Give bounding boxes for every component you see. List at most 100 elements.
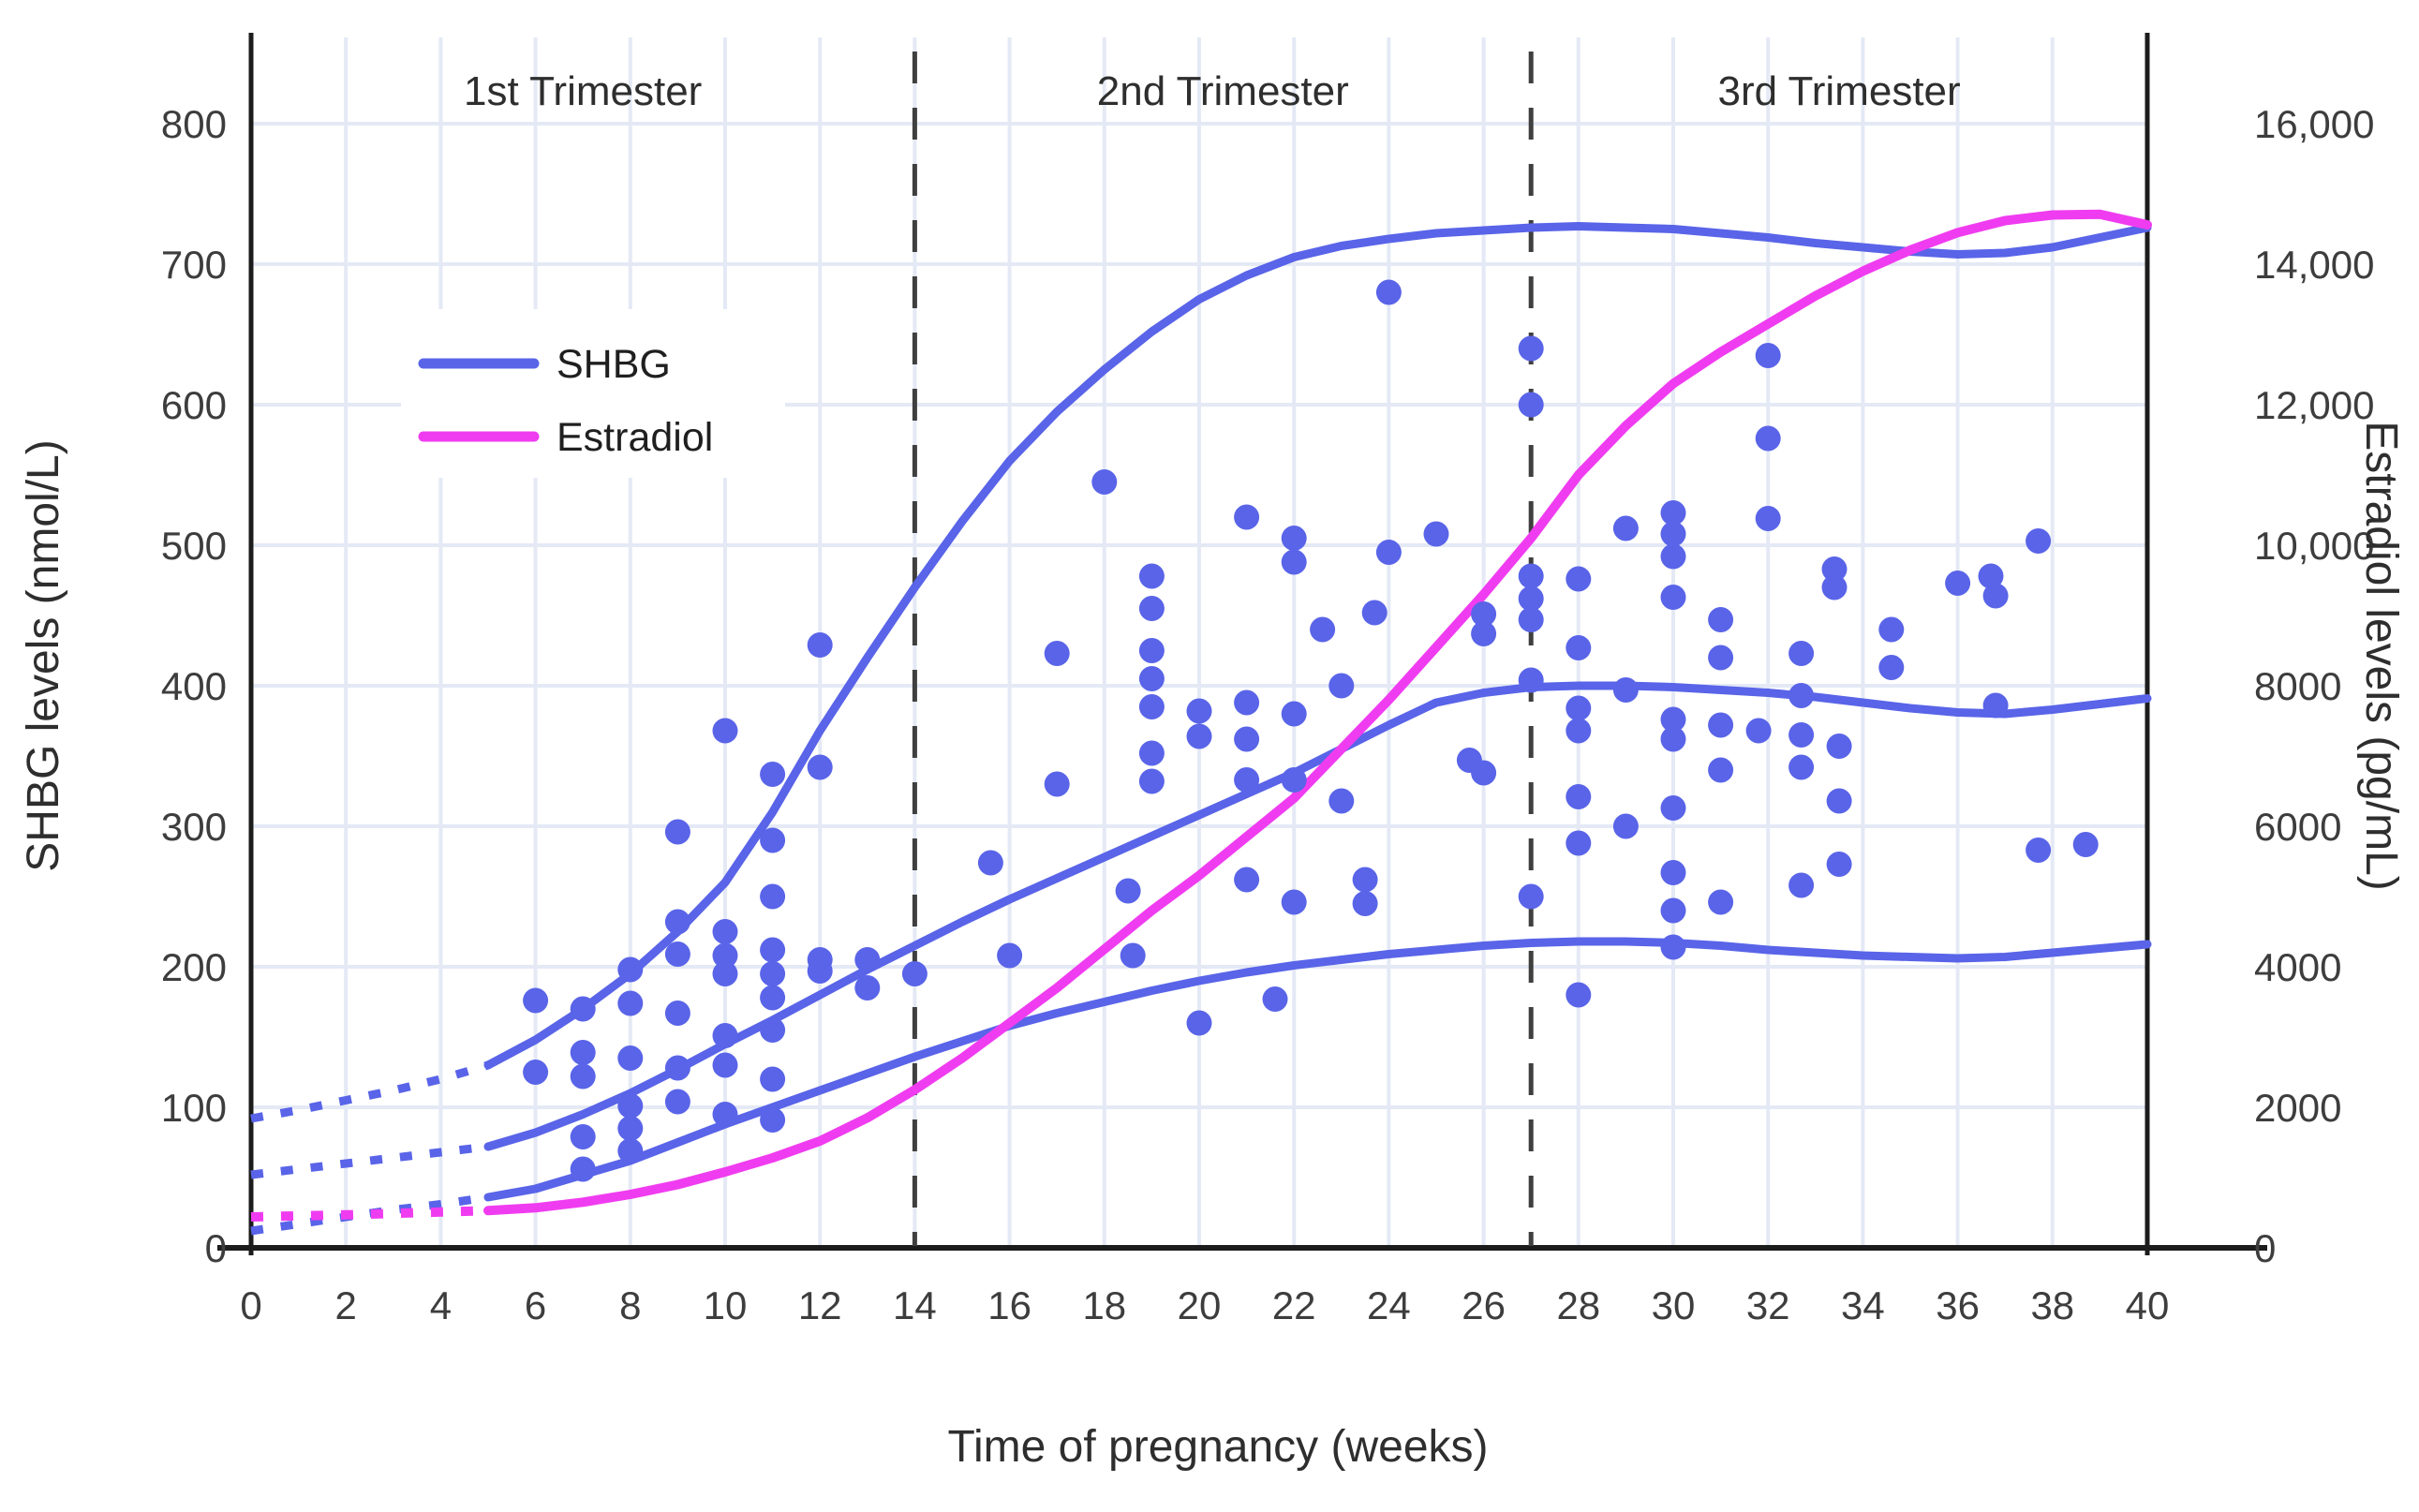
shbg-scatter-point	[1708, 607, 1734, 632]
shbg-scatter-point	[523, 1060, 549, 1085]
y-tick-label-left: 800	[161, 102, 227, 146]
shbg-scatter-point	[1471, 601, 1497, 627]
shbg-scatter-point	[1566, 566, 1592, 592]
axes	[217, 33, 2267, 1255]
shbg-scatter-point	[1788, 872, 1815, 898]
y-tick-label-right: 0	[2254, 1226, 2276, 1270]
shbg-scatter-point	[664, 1089, 690, 1115]
shbg-scatter-point	[570, 996, 596, 1022]
y-axis-title-left: SHBG levels (nmol/L)	[19, 439, 68, 871]
shbg-scatter-point	[1281, 701, 1307, 727]
shbg-scatter-point	[1660, 795, 1686, 821]
x-tick-label: 40	[2126, 1283, 2170, 1327]
shbg-scatter-point	[617, 956, 644, 983]
shbg-scatter-point	[760, 1107, 786, 1133]
x-tick-label: 38	[2030, 1283, 2074, 1327]
x-tick-label: 18	[1082, 1283, 1126, 1327]
y-tick-label-left: 400	[161, 664, 227, 708]
legend-background	[401, 309, 785, 478]
x-tick-label: 10	[704, 1283, 748, 1327]
shbg-scatter-point	[1518, 335, 1544, 362]
shbg-scatter-point	[1566, 718, 1592, 744]
shbg-scatter-point	[1660, 897, 1686, 924]
trimester-divider-lines	[912, 52, 1534, 1246]
shbg-scatter-point	[1878, 655, 1905, 680]
shbg-scatter-point	[1281, 767, 1307, 793]
legend-label-shbg: SHBG	[557, 342, 671, 387]
shbg-scatter-point	[1755, 425, 1781, 452]
x-tick-label: 14	[893, 1283, 937, 1327]
shbg-scatter-point	[617, 990, 644, 1016]
shbg-curve-upper-dotted	[250, 1060, 490, 1123]
shbg-scatter-point	[1660, 521, 1686, 547]
shbg-curve-median-dotted	[250, 1142, 489, 1179]
shbg-scatter-point	[1281, 549, 1307, 575]
x-tick-label: 24	[1367, 1283, 1411, 1327]
shbg-scatter-point	[1821, 574, 1848, 600]
tick-labels: 0 2 4 6 8 10 12 14 16 18 20 22 24 26 28 30 32 34 36 38 40010…	[161, 102, 2375, 1327]
shbg-scatter-point	[1826, 734, 1852, 759]
shbg-scatter-point	[1138, 740, 1165, 766]
shbg-scatter-point	[1660, 860, 1686, 885]
shbg-scatter-point	[1708, 645, 1734, 671]
x-tick-label: 22	[1272, 1283, 1316, 1327]
shbg-scatter-point	[1826, 788, 1852, 814]
shbg-scatter-point	[807, 958, 833, 984]
y-tick-label-right: 14,000	[2254, 243, 2374, 287]
shbg-scatter-point	[1138, 596, 1165, 621]
x-tick-label: 20	[1178, 1283, 1222, 1327]
shbg-scatter-point	[1234, 867, 1260, 893]
shbg-scatter-point	[1328, 788, 1355, 814]
shbg-scatter-point	[1612, 677, 1639, 703]
label-third-trimester: 3rd Trimester	[1718, 68, 1961, 114]
shbg-scatter-point	[760, 762, 786, 787]
shbg-scatter-point	[901, 961, 928, 986]
shbg-scatter-point	[1788, 722, 1815, 748]
shbg-scatter-point	[1262, 986, 1288, 1012]
x-tick-label: 30	[1652, 1283, 1696, 1327]
shbg-scatter-point	[712, 1102, 738, 1127]
shbg-scatter-point	[1660, 934, 1686, 960]
shbg-scatter-point	[1788, 754, 1815, 780]
shbg-scatter-point	[617, 1116, 644, 1141]
shbg-scatter-point	[1660, 585, 1686, 610]
shbg-scatter-point	[1186, 723, 1212, 749]
shbg-scatter-point	[664, 819, 690, 845]
shbg-scatter-point	[854, 975, 881, 1001]
y-tick-label-right: 10,000	[2254, 524, 2374, 568]
shbg-scatter-point	[1186, 1010, 1212, 1036]
x-tick-label: 32	[1746, 1283, 1790, 1327]
shbg-scatter-point	[760, 961, 786, 986]
shbg-curve-median-solid	[483, 681, 2152, 1151]
shbg-scatter-point	[1566, 635, 1592, 660]
shbg-scatter-point	[1138, 768, 1165, 794]
shbg-scatter-point	[1234, 726, 1260, 752]
shbg-scatter-point	[1361, 600, 1388, 626]
shbg-scatter-point	[1234, 689, 1260, 716]
x-tick-label: 0	[240, 1283, 261, 1327]
shbg-scatter-point	[977, 850, 1003, 876]
y-tick-label-right: 2000	[2254, 1086, 2341, 1130]
shbg-scatter-point	[1352, 867, 1378, 893]
x-tick-label: 6	[525, 1283, 546, 1327]
shbg-scatter-point	[617, 1138, 644, 1164]
shbg-curve-upper-solid	[483, 222, 2152, 1070]
y-tick-label-left: 700	[161, 243, 227, 287]
shbg-scatter-point	[760, 883, 786, 910]
scatter-points	[523, 279, 2099, 1182]
shbg-scatter-point	[1945, 571, 1971, 596]
shbg-curve-lower-dotted	[250, 1193, 489, 1236]
x-tick-label: 4	[430, 1283, 452, 1327]
y-tick-label-left: 600	[161, 383, 227, 427]
shbg-scatter-point	[712, 1052, 738, 1078]
shbg-scatter-point	[664, 1055, 690, 1081]
x-tick-label: 16	[987, 1283, 1031, 1327]
legend: SHBG Estradiol	[401, 309, 785, 478]
estradiol-curve-dotted	[250, 1206, 489, 1222]
shbg-scatter-point	[1328, 673, 1355, 699]
x-tick-label: 8	[619, 1283, 641, 1327]
shbg-scatter-point	[1352, 891, 1378, 916]
shbg-scatter-point	[807, 632, 833, 658]
shbg-scatter-point	[1234, 767, 1260, 793]
